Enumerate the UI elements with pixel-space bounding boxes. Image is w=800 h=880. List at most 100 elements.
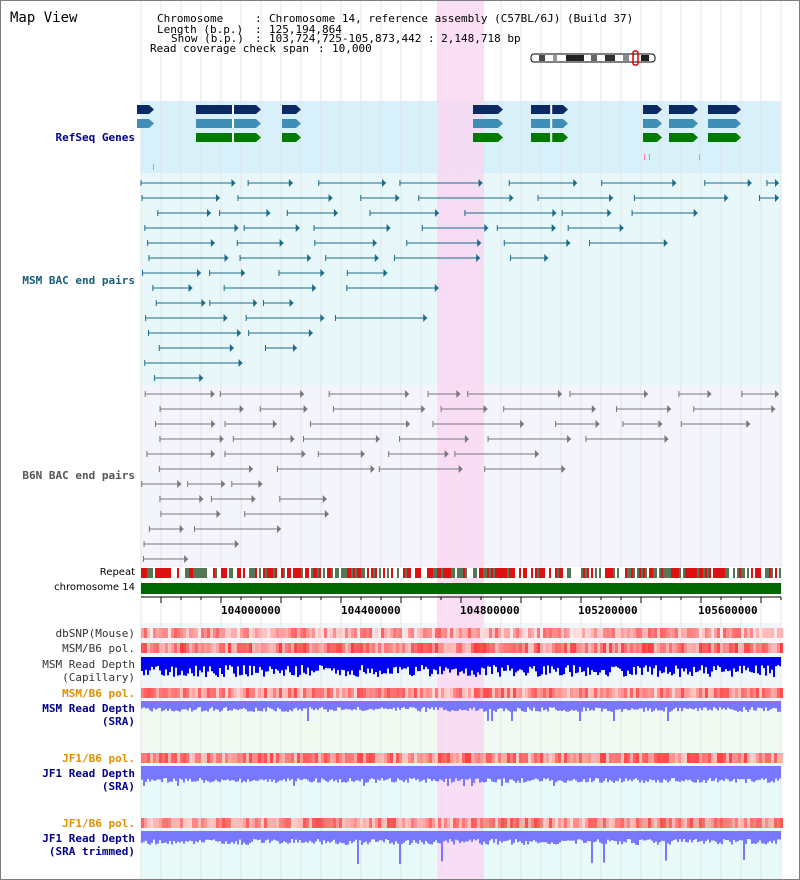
bac-pair[interactable] <box>159 405 244 413</box>
bac-pair[interactable] <box>247 179 293 187</box>
bac-pair[interactable] <box>231 480 263 488</box>
bac-pair[interactable] <box>141 194 220 202</box>
bac-pair[interactable] <box>148 525 184 533</box>
bac-pair[interactable] <box>209 269 246 277</box>
gene-feature[interactable] <box>669 105 698 114</box>
bac-pair[interactable] <box>210 495 256 503</box>
bac-pair[interactable] <box>187 480 226 488</box>
bac-pair[interactable] <box>601 179 677 187</box>
track-label-b6n-bac[interactable]: B6N BAC end pairs <box>22 469 135 482</box>
bac-pair[interactable] <box>394 254 481 262</box>
bac-pair[interactable] <box>219 209 271 217</box>
bac-pair[interactable] <box>346 269 388 277</box>
bac-pair[interactable] <box>585 435 669 443</box>
bac-pair[interactable] <box>464 209 557 217</box>
bac-pair[interactable] <box>421 224 489 232</box>
bac-pair[interactable] <box>279 495 327 503</box>
bac-pair[interactable] <box>223 284 317 292</box>
gene-feature[interactable] <box>669 133 698 142</box>
chromosome-ideogram[interactable] <box>530 50 656 66</box>
bac-pair[interactable] <box>328 390 410 398</box>
gene-feature[interactable] <box>708 133 741 142</box>
bac-pair[interactable] <box>314 239 377 247</box>
bac-pair[interactable] <box>454 450 540 458</box>
gene-feature[interactable] <box>196 105 261 114</box>
bac-pair[interactable] <box>243 224 300 232</box>
bac-pair[interactable] <box>467 390 563 398</box>
gene-feature[interactable] <box>531 105 568 114</box>
bac-pair[interactable] <box>144 224 239 232</box>
bac-pair[interactable] <box>693 405 776 413</box>
bac-pair[interactable] <box>265 344 297 352</box>
bac-pair[interactable] <box>440 405 488 413</box>
bac-pair[interactable] <box>369 209 440 217</box>
bac-pair[interactable] <box>236 239 284 247</box>
bac-pair[interactable] <box>360 194 400 202</box>
gene-feature[interactable] <box>473 105 503 114</box>
bac-pair[interactable] <box>245 314 325 322</box>
gene-feature[interactable] <box>643 105 662 114</box>
gene-feature[interactable] <box>282 119 301 128</box>
gene-feature[interactable] <box>531 119 568 128</box>
gene-feature[interactable] <box>473 119 503 128</box>
bac-pair[interactable] <box>239 254 312 262</box>
track-label-refseq[interactable]: RefSeq Genes <box>55 131 135 144</box>
bac-pair[interactable] <box>145 314 228 322</box>
bac-pair[interactable] <box>159 435 224 443</box>
bac-pair[interactable] <box>142 555 189 563</box>
bac-pair[interactable] <box>503 405 596 413</box>
bac-pair[interactable] <box>154 374 204 382</box>
bac-pair[interactable] <box>555 420 600 428</box>
bac-pair[interactable] <box>631 209 698 217</box>
gene-feature[interactable] <box>282 133 301 142</box>
bac-pair[interactable] <box>157 209 212 217</box>
bac-pair[interactable] <box>158 344 234 352</box>
b6n-bac-pairs[interactable] <box>141 390 779 563</box>
bac-pair[interactable] <box>678 390 712 398</box>
bac-pair[interactable] <box>158 465 254 473</box>
bac-pair[interactable] <box>633 194 729 202</box>
bac-pair[interactable] <box>155 420 216 428</box>
refseq-gene-features[interactable] <box>137 105 741 170</box>
bac-pair[interactable] <box>140 179 236 187</box>
bac-pair[interactable] <box>259 405 308 413</box>
bac-pair[interactable] <box>159 495 204 503</box>
bac-pair[interactable] <box>567 224 624 232</box>
bac-pair[interactable] <box>704 179 752 187</box>
gene-feature[interactable] <box>708 119 741 128</box>
bac-pair[interactable] <box>152 284 193 292</box>
gene-feature[interactable] <box>196 133 261 142</box>
bac-pair[interactable] <box>313 224 391 232</box>
selection-highlight[interactable] <box>437 1 484 879</box>
bac-pair[interactable] <box>144 359 243 367</box>
bac-pair[interactable] <box>160 510 221 518</box>
bac-pair[interactable] <box>346 284 439 292</box>
gene-feature[interactable] <box>643 133 662 142</box>
bac-pair[interactable] <box>143 540 239 548</box>
bac-pair[interactable] <box>484 465 566 473</box>
bac-pair[interactable] <box>303 435 380 443</box>
bac-pair[interactable] <box>318 179 387 187</box>
bac-pair[interactable] <box>622 420 663 428</box>
bac-pair[interactable] <box>759 194 779 202</box>
gene-feature[interactable] <box>669 119 698 128</box>
bac-pair[interactable] <box>232 435 295 443</box>
gene-feature[interactable] <box>531 133 568 142</box>
bac-pair[interactable] <box>148 254 229 262</box>
bac-pair[interactable] <box>209 299 258 307</box>
bac-pair[interactable] <box>496 224 556 232</box>
gene-feature[interactable] <box>137 105 154 114</box>
bac-pair[interactable] <box>766 179 779 187</box>
bac-pair[interactable] <box>741 390 779 398</box>
bac-pair[interactable] <box>508 179 578 187</box>
bac-pair[interactable] <box>432 420 525 428</box>
bac-pair[interactable] <box>589 239 668 247</box>
gene-feature[interactable] <box>473 133 503 142</box>
bac-pair[interactable] <box>537 194 614 202</box>
bac-pair[interactable] <box>680 420 751 428</box>
bac-pair[interactable] <box>487 435 572 443</box>
bac-pair[interactable] <box>406 239 482 247</box>
bac-pair[interactable] <box>388 450 449 458</box>
bac-pair[interactable] <box>194 525 282 533</box>
bac-pair[interactable] <box>561 209 612 217</box>
